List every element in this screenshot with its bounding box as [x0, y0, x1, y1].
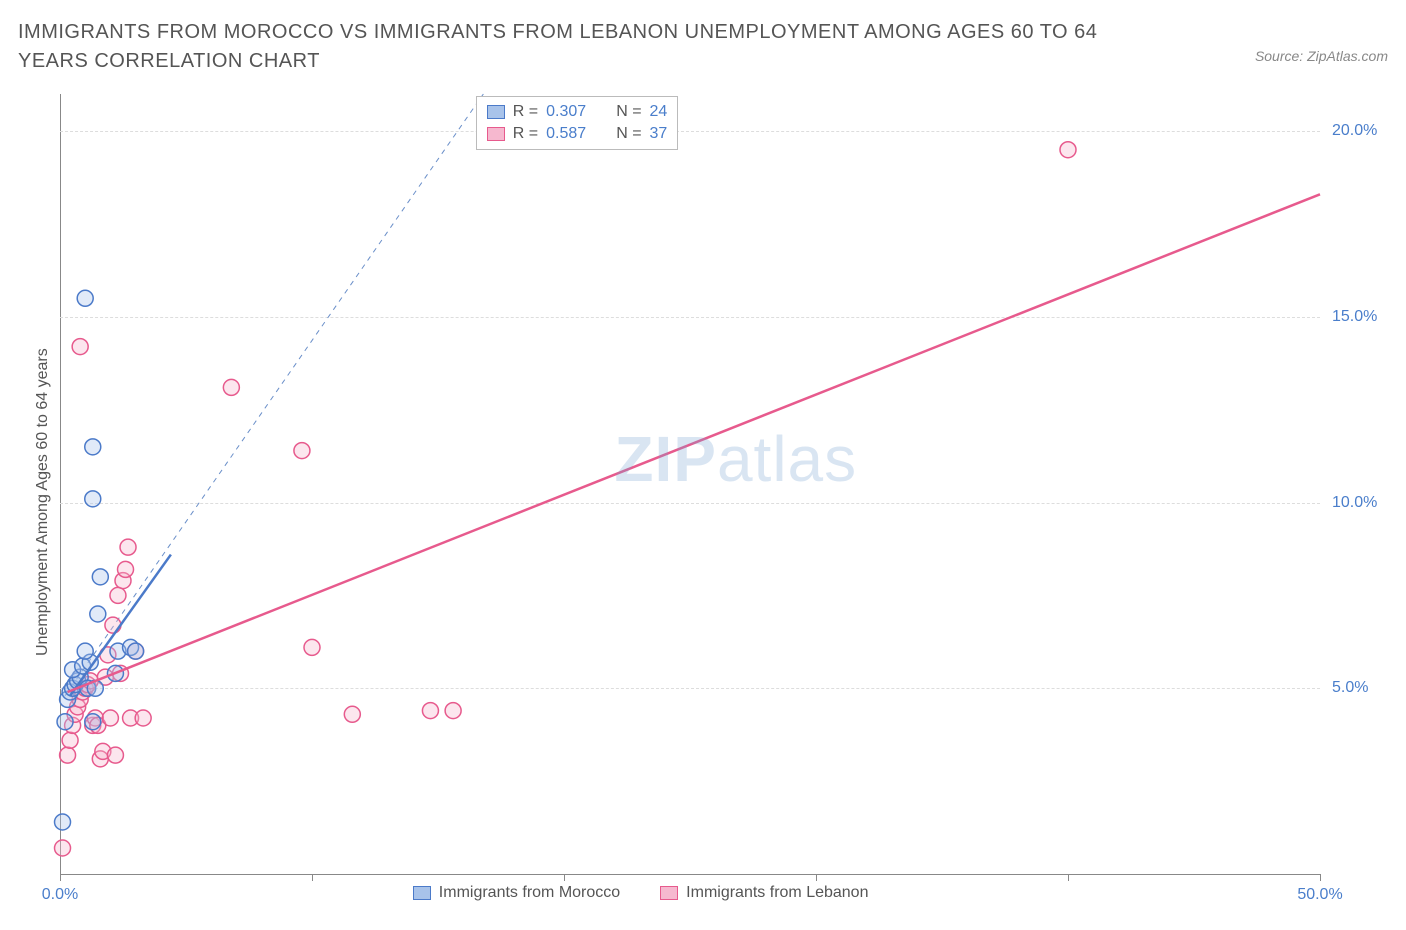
legend-swatch: [487, 105, 505, 119]
data-point: [118, 561, 134, 577]
data-point: [107, 747, 123, 763]
correlation-legend: R = 0.307 N = 24 R = 0.587 N = 37: [476, 96, 679, 150]
data-point: [223, 379, 239, 395]
data-point: [77, 643, 93, 659]
legend-swatch: [487, 127, 505, 141]
legend-label: Immigrants from Lebanon: [686, 884, 868, 902]
data-point: [304, 639, 320, 655]
legend-item: Immigrants from Lebanon: [660, 884, 868, 902]
trend-line: [68, 194, 1320, 692]
r-value: 0.307: [546, 101, 586, 123]
data-point: [294, 443, 310, 459]
legend-row: R = 0.307 N = 24: [487, 101, 668, 123]
data-point: [92, 569, 108, 585]
n-value: 37: [650, 123, 668, 145]
data-point: [60, 747, 76, 763]
n-label: N =: [616, 123, 641, 145]
r-label: R =: [513, 101, 538, 123]
data-point: [344, 706, 360, 722]
plot-svg: [0, 0, 1406, 930]
data-point: [55, 840, 71, 856]
data-point: [422, 703, 438, 719]
data-point: [1060, 142, 1076, 158]
legend-item: Immigrants from Morocco: [413, 884, 620, 902]
r-label: R =: [513, 123, 538, 145]
data-point: [135, 710, 151, 726]
trend-extrapolation-line: [65, 94, 483, 696]
data-point: [72, 339, 88, 355]
data-point: [62, 732, 78, 748]
data-point: [105, 617, 121, 633]
data-point: [77, 290, 93, 306]
legend-label: Immigrants from Morocco: [439, 884, 620, 902]
series-legend: Immigrants from Morocco Immigrants from L…: [413, 884, 869, 902]
n-value: 24: [650, 101, 668, 123]
data-point: [85, 439, 101, 455]
data-point: [55, 814, 71, 830]
data-point: [120, 539, 136, 555]
data-point: [90, 606, 106, 622]
data-point: [85, 491, 101, 507]
r-value: 0.587: [546, 123, 586, 145]
legend-row: R = 0.587 N = 37: [487, 123, 668, 145]
n-label: N =: [616, 101, 641, 123]
legend-swatch: [413, 886, 431, 900]
data-point: [128, 643, 144, 659]
data-point: [110, 587, 126, 603]
data-point: [57, 714, 73, 730]
data-point: [85, 714, 101, 730]
legend-swatch: [660, 886, 678, 900]
data-point: [445, 703, 461, 719]
data-point: [102, 710, 118, 726]
